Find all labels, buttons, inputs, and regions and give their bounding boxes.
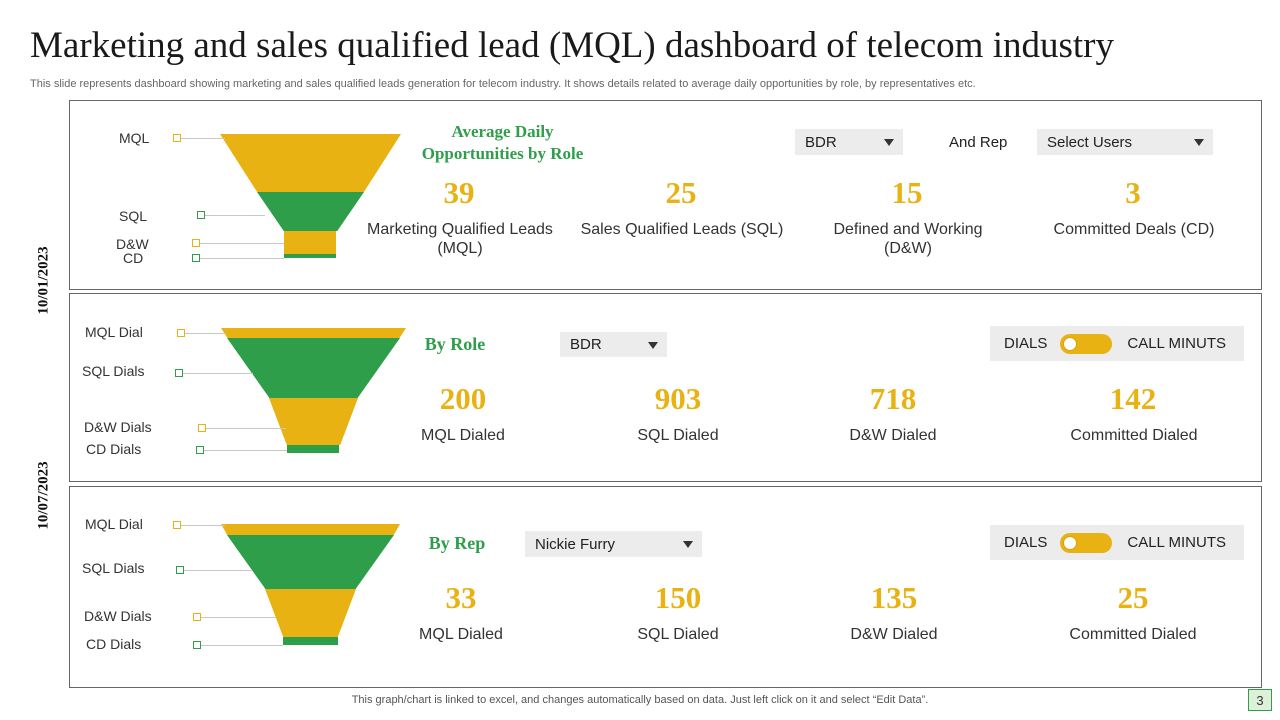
metric-value-committed-dialed: 25 [1117, 580, 1149, 615]
footer-note: This graph/chart is linked to excel, and… [351, 694, 929, 706]
metric-value-mql-dialed: 200 [439, 381, 487, 416]
metric-value-dw-dialed: 718 [869, 381, 917, 416]
funnel-mql-dial-segment [221, 328, 406, 338]
metric-value-cd: 3 [1125, 175, 1141, 210]
metric-label-sql-dialed: SQL Dialed [637, 427, 719, 444]
metric-value-mql-dialed: 33 [445, 580, 477, 615]
metric-value-dw: 15 [891, 175, 923, 210]
funnel-marker-dw [192, 239, 200, 247]
by-role-select-value: BDR [570, 336, 602, 353]
metric-value-mql: 39 [443, 175, 475, 210]
funnel-label-mql-dial: MQL Dial [85, 324, 143, 340]
by-rep-dials-toggle-group: DIALS CALL MINUTS [990, 525, 1244, 560]
page-subtitle: This slide represents dashboard showing … [30, 78, 976, 90]
and-rep-label: And Rep [949, 134, 1008, 151]
funnel-cd-dials-segment [287, 445, 339, 453]
users-select-value: Select Users [1047, 133, 1133, 151]
funnel-label-cd-dials: CD Dials [86, 441, 142, 457]
call-minutes-label: CALL MINUTS [1127, 534, 1226, 551]
funnel-marker-mql-dial [173, 521, 181, 529]
funnel-marker-mql [173, 134, 181, 142]
funnel-label-sql-dials: SQL Dials [82, 560, 145, 576]
chevron-down-icon [884, 139, 894, 146]
funnel-label-cd: CD [123, 250, 144, 266]
opportunities-heading: Average Daily Opportunities by Role [421, 122, 584, 163]
call-minutes-label: CALL MINUTS [1127, 335, 1226, 352]
funnel-mql-dial-segment [221, 524, 400, 535]
dials-label: DIALS [1004, 335, 1048, 352]
funnel-dw-dials-segment [269, 398, 358, 445]
role-select[interactable]: BDR [795, 129, 903, 155]
users-select[interactable]: Select Users [1037, 129, 1213, 155]
funnel-label-cd-dials: CD Dials [86, 636, 142, 652]
toggle-knob [1063, 337, 1077, 351]
chevron-down-icon [648, 341, 658, 349]
funnel-label-mql: MQL [119, 130, 150, 146]
funnel-marker-cd-dials [193, 641, 201, 649]
metric-label-mql-dialed: MQL Dialed [419, 626, 503, 643]
chevron-down-icon [1194, 139, 1204, 146]
funnel-marker-sql-dials [175, 369, 183, 377]
metric-value-committed-dialed: 142 [1109, 381, 1157, 416]
metric-label-cd: Committed Deals (CD) [1053, 221, 1215, 238]
funnel-dw-segment [284, 231, 336, 254]
dials-label: DIALS [1004, 534, 1048, 551]
date-label-1: 10/01/2023 [35, 246, 52, 315]
toggle-knob [1063, 536, 1077, 550]
dials-call-minutes-toggle[interactable] [1060, 533, 1112, 553]
metric-value-sql-dialed: 903 [654, 381, 702, 416]
metric-label-mql-dialed: MQL Dialed [421, 427, 505, 444]
funnel-marker-sql [197, 211, 205, 219]
page-number: 3 [1248, 689, 1272, 711]
funnel-marker-mql-dial [177, 329, 185, 337]
funnel-label-mql-dial: MQL Dial [85, 516, 143, 532]
metric-label-sql: Sales Qualified Leads (SQL) [580, 221, 784, 238]
metric-label-dw-dialed: D&W Dialed [850, 626, 938, 643]
date-label-2: 10/07/2023 [35, 461, 52, 530]
metric-label-dw-dialed: D&W Dialed [849, 427, 937, 444]
funnel-label-dw-dials: D&W Dials [84, 419, 152, 435]
metric-label-sql-dialed: SQL Dialed [637, 626, 719, 643]
metric-value-dw-dialed: 135 [870, 580, 918, 615]
funnel-label-dw-dials: D&W Dials [84, 608, 152, 624]
by-role-select[interactable]: BDR [560, 332, 667, 357]
metric-label-committed-dialed: Committed Dialed [1069, 626, 1197, 643]
funnel-label-sql-dials: SQL Dials [82, 363, 145, 379]
metric-label-mql: Marketing Qualified Leads (MQL) [367, 221, 553, 257]
by-rep-heading: By Rep [428, 533, 486, 553]
funnel-marker-cd [192, 254, 200, 262]
metric-value-sql: 25 [665, 175, 697, 210]
role-select-value: BDR [805, 133, 837, 151]
by-role-heading: By Role [424, 334, 486, 354]
chevron-down-icon [683, 541, 693, 548]
funnel-label-sql: SQL [119, 208, 148, 224]
funnel-marker-dw-dials [198, 424, 206, 432]
funnel-marker-cd-dials [196, 446, 204, 454]
metric-label-dw: Defined and Working (D&W) [833, 221, 983, 257]
metric-label-committed-dialed: Committed Dialed [1070, 427, 1198, 444]
funnel-marker-sql-dials [176, 566, 184, 574]
funnel-label-dw: D&W [116, 236, 149, 252]
rep-select-value: Nickie Furry [535, 535, 616, 553]
page-title: Marketing and sales qualified lead (MQL)… [30, 25, 1114, 66]
dials-call-minutes-toggle[interactable] [1060, 334, 1112, 354]
rep-select[interactable]: Nickie Furry [525, 531, 702, 557]
funnel-marker-dw-dials [193, 613, 201, 621]
funnel-cd-dials-segment [283, 637, 338, 645]
funnel-cd-segment [284, 254, 336, 258]
metric-value-sql-dialed: 150 [654, 580, 702, 615]
by-role-dials-toggle-group: DIALS CALL MINUTS [990, 326, 1244, 361]
